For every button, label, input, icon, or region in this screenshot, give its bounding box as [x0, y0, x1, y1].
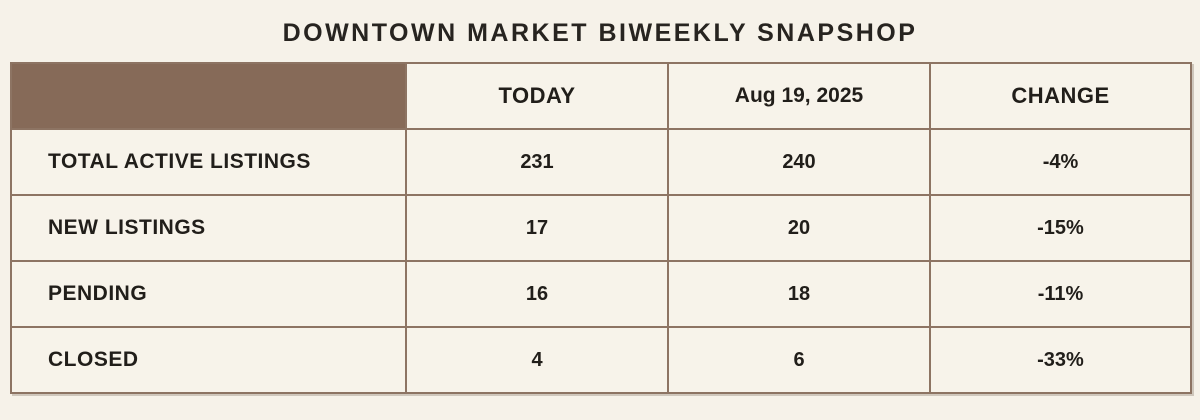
row-label: TOTAL ACTIVE LISTINGS — [10, 128, 407, 196]
table-row: NEW LISTINGS 17 20 -15% — [10, 194, 1192, 262]
corner-header-cell — [10, 62, 407, 130]
market-snapshot-table: TODAY Aug 19, 2025 CHANGE TOTAL ACTIVE L… — [10, 62, 1192, 394]
today-value: 17 — [405, 194, 669, 262]
row-label: PENDING — [10, 260, 407, 328]
today-value: 231 — [405, 128, 669, 196]
table-row: PENDING 16 18 -11% — [10, 260, 1192, 328]
column-header-previous-date: Aug 19, 2025 — [667, 62, 931, 130]
previous-value: 6 — [667, 326, 931, 394]
change-value: -11% — [929, 260, 1192, 328]
previous-value: 20 — [667, 194, 931, 262]
row-label: NEW LISTINGS — [10, 194, 407, 262]
page-title: DOWNTOWN MARKET BIWEEKLY SNAPSHOP — [282, 19, 918, 47]
previous-value: 18 — [667, 260, 931, 328]
today-value: 4 — [405, 326, 669, 394]
table-body: TOTAL ACTIVE LISTINGS 231 240 -4% NEW LI… — [10, 128, 1192, 394]
column-header-today: TODAY — [405, 62, 669, 130]
column-header-change: CHANGE — [929, 62, 1192, 130]
change-value: -15% — [929, 194, 1192, 262]
change-value: -4% — [929, 128, 1192, 196]
change-value: -33% — [929, 326, 1192, 394]
table-row: CLOSED 4 6 -33% — [10, 326, 1192, 394]
previous-value: 240 — [667, 128, 931, 196]
table-header-row: TODAY Aug 19, 2025 CHANGE — [10, 62, 1192, 130]
table-row: TOTAL ACTIVE LISTINGS 231 240 -4% — [10, 128, 1192, 196]
row-label: CLOSED — [10, 326, 407, 394]
today-value: 16 — [405, 260, 669, 328]
